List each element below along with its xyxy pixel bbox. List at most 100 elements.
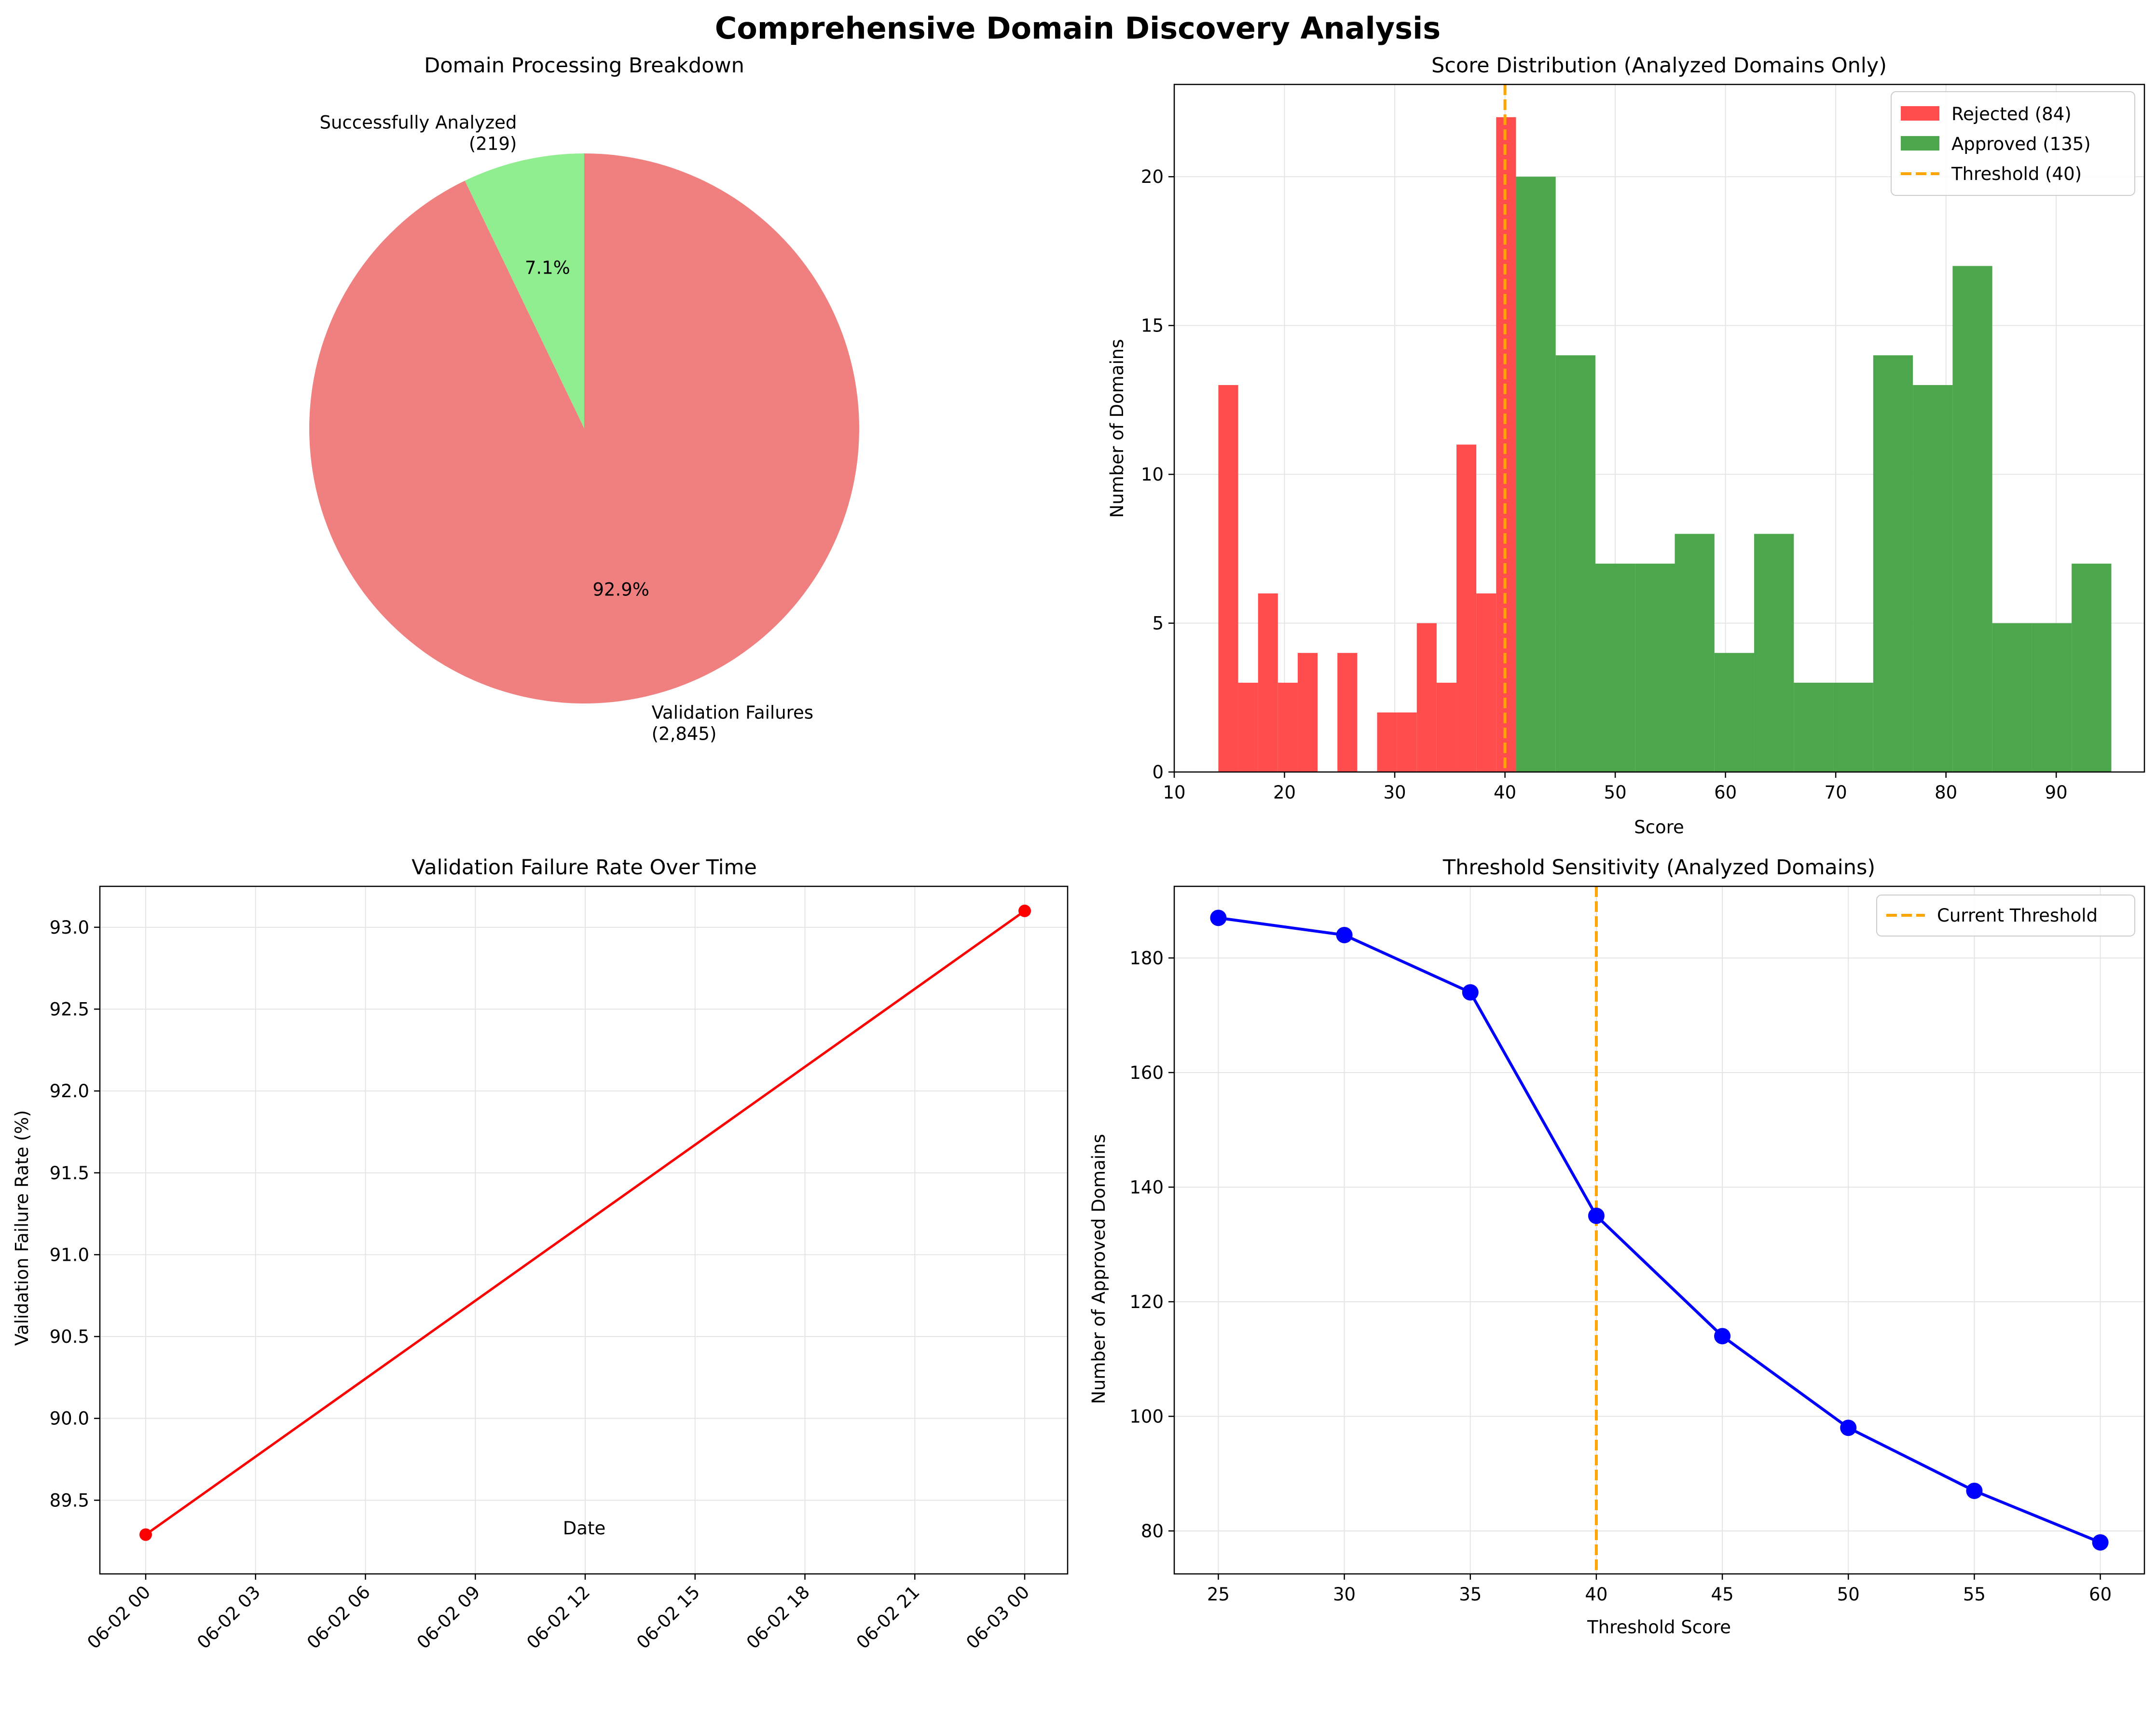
sensitivity-point xyxy=(1714,1328,1731,1345)
figure-title: Comprehensive Domain Discovery Analysis xyxy=(715,11,1441,46)
pie-percent-label: 92.9% xyxy=(592,579,649,600)
sensitivity-ytick-label: 160 xyxy=(1129,1062,1164,1083)
histogram-ytick-label: 5 xyxy=(1152,613,1164,634)
sensitivity-point xyxy=(1210,910,1227,926)
failure-rate-ytick-label: 90.0 xyxy=(50,1408,89,1429)
failure-rate-ytick-label: 93.0 xyxy=(50,917,89,938)
sensitivity-legend xyxy=(1876,895,2135,937)
pie-panel: Domain Processing Breakdown 7.1% Successf… xyxy=(309,54,859,744)
failure-rate-xtick-label: 06-02 21 xyxy=(852,1582,924,1653)
histogram-title: Score Distribution (Analyzed Domains Onl… xyxy=(1431,54,1887,78)
failure-rate-ytick-label: 92.0 xyxy=(50,1081,89,1102)
histogram-xtick-label: 70 xyxy=(1825,782,1847,803)
pie-slice xyxy=(465,153,584,428)
histogram-xtick-label: 40 xyxy=(1494,782,1516,803)
histogram-ytick-label: 0 xyxy=(1152,762,1164,783)
histogram-bar xyxy=(2072,564,2112,772)
failure-rate-xtick-label: 06-02 03 xyxy=(193,1582,264,1653)
histogram-bar xyxy=(1337,653,1358,772)
sensitivity-axes-frame xyxy=(1173,885,2145,1575)
failure-rate-plot: 06-02 00 06-02 03 06-02 06 06-02 09 06-02 12… xyxy=(50,885,1069,1653)
histogram-bar xyxy=(1913,385,1953,772)
histogram-axes-frame xyxy=(1173,83,2145,773)
sensitivity-ylabel: Number of Approved Domains xyxy=(1088,1134,1109,1404)
histogram-ytick-label: 15 xyxy=(1141,316,1164,336)
sensitivity-ytick-label: 100 xyxy=(1129,1406,1164,1427)
histogram-xtick-label: 30 xyxy=(1383,782,1406,803)
failure-rate-ytick-label: 90.5 xyxy=(50,1326,89,1347)
sensitivity-xtick-label: 25 xyxy=(1207,1584,1230,1605)
histogram-bar xyxy=(1456,444,1477,772)
histogram-xtick-label: 10 xyxy=(1163,782,1185,803)
histogram-legend-label: Approved (135) xyxy=(1951,134,2091,154)
histogram-bar xyxy=(1416,623,1437,772)
histogram-xtick-label: 80 xyxy=(1935,782,1957,803)
histogram-bar xyxy=(1516,177,1556,772)
sensitivity-line xyxy=(1218,916,2101,1544)
failure-rate-xtick-label: 06-02 09 xyxy=(413,1582,484,1653)
failure-rate-xtick-label: 06-02 00 xyxy=(83,1582,154,1653)
sensitivity-title: Threshold Sensitivity (Analyzed Domains) xyxy=(1442,855,1875,880)
failure-rate-axes-frame xyxy=(99,885,1069,1575)
histogram-legend-label: Threshold (40) xyxy=(1951,164,2082,184)
histogram-legend-label: Rejected (84) xyxy=(1951,104,2072,124)
histogram-xlabel: Score xyxy=(1634,817,1684,838)
sensitivity-point xyxy=(1336,926,1353,943)
histogram-bar xyxy=(1436,682,1457,772)
sensitivity-point xyxy=(1840,1420,1857,1436)
failure-rate-xlabel: Date xyxy=(563,1518,605,1539)
sensitivity-xlabel: Threshold Score xyxy=(1587,1617,1731,1638)
histogram-bar xyxy=(1476,593,1497,772)
histogram-plot: 10 20 30 40 50 60 70 80 90 0 5 10 15 20 Rejected (84) A… xyxy=(1141,83,2145,803)
failure-rate-ylabel: Validation Failure Rate (%) xyxy=(12,1110,32,1346)
histogram-bar xyxy=(1873,355,1913,772)
pie-title: Domain Processing Breakdown xyxy=(424,54,744,78)
histogram-bar xyxy=(1754,534,1794,772)
histogram-bar xyxy=(1555,355,1595,772)
sensitivity-xtick-label: 50 xyxy=(1837,1584,1860,1605)
histogram-ytick-label: 10 xyxy=(1141,464,1164,485)
failure-rate-ytick-label: 92.5 xyxy=(50,999,89,1020)
sensitivity-ytick-label: 80 xyxy=(1141,1521,1164,1542)
histogram-bar xyxy=(1635,564,1675,772)
histogram-bar xyxy=(1992,623,2032,772)
failure-rate-panel: Validation Failure Rate Over Time 06-02 … xyxy=(12,855,1069,1653)
histogram-xtick-label: 90 xyxy=(2045,782,2068,803)
histogram-bar xyxy=(1833,682,1873,772)
failure-rate-xtick-label: 06-02 18 xyxy=(742,1582,814,1653)
histogram-bar xyxy=(1714,653,1755,772)
histogram-legend xyxy=(1891,91,2135,196)
sensitivity-xtick-label: 40 xyxy=(1585,1584,1607,1605)
histogram-bar xyxy=(1377,712,1397,772)
sensitivity-point xyxy=(1588,1207,1605,1224)
histogram-legend-swatch xyxy=(1901,136,1939,151)
sensitivity-ytick-label: 180 xyxy=(1129,948,1164,968)
histogram-ylabel: Number of Domains xyxy=(1107,339,1127,518)
pie-chart: 7.1% Successfully Analyzed (219) 92.9% Valid… xyxy=(309,112,859,744)
histogram-bar xyxy=(1218,385,1238,772)
histogram-bar xyxy=(1952,266,1992,772)
histogram-bar xyxy=(1397,712,1417,772)
sensitivity-plot: 25 30 35 40 45 50 55 60 80 100 120 140 160 180 Current… xyxy=(1129,885,2145,1605)
failure-rate-title: Validation Failure Rate Over Time xyxy=(412,855,757,880)
sensitivity-xtick-label: 35 xyxy=(1459,1584,1482,1605)
pie-slice-label: Successfully Analyzed (219) xyxy=(319,112,517,154)
failure-rate-point xyxy=(1018,904,1031,917)
failure-rate-xtick-label: 06-02 12 xyxy=(522,1582,594,1653)
histogram-bar xyxy=(1794,682,1834,772)
sensitivity-xtick-label: 30 xyxy=(1333,1584,1356,1605)
histogram-bar xyxy=(2032,623,2072,772)
histogram-legend-swatch xyxy=(1901,106,1939,121)
histogram-xtick-label: 20 xyxy=(1273,782,1296,803)
failure-rate-ytick-label: 91.0 xyxy=(50,1244,89,1265)
histogram-bar xyxy=(1258,593,1278,772)
sensitivity-legend-label: Current Threshold xyxy=(1937,905,2098,926)
histogram-panel: Score Distribution (Analyzed Domains Onl… xyxy=(1107,54,2145,838)
sensitivity-point xyxy=(1966,1482,1983,1499)
histogram-xtick-label: 50 xyxy=(1604,782,1627,803)
sensitivity-xtick-label: 45 xyxy=(1711,1584,1734,1605)
sensitivity-ytick-label: 120 xyxy=(1129,1292,1164,1312)
failure-rate-ytick-label: 89.5 xyxy=(50,1490,89,1511)
sensitivity-point xyxy=(1462,984,1479,1001)
